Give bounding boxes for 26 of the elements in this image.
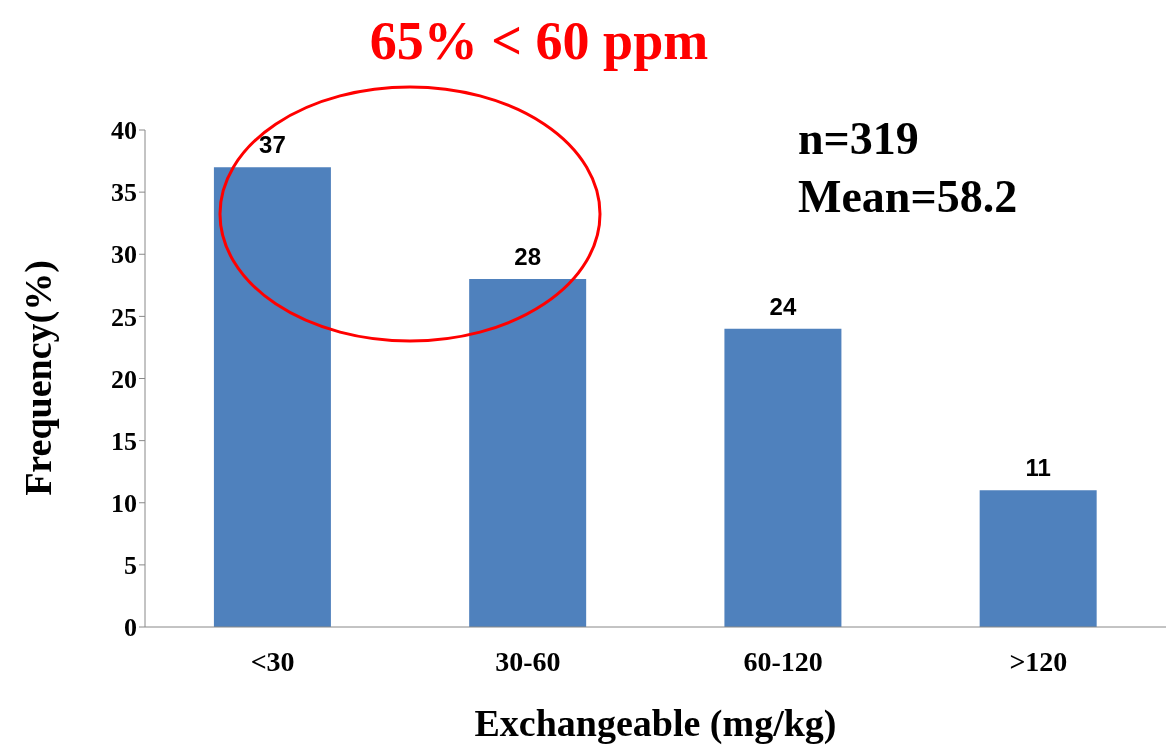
y-tick-label: 20 [111,364,137,394]
y-tick-label: 15 [111,426,137,456]
annotation: n=319 [798,112,920,166]
x-tick-label: >120 [1009,645,1068,677]
bar [724,328,842,627]
x-tick-label: <30 [250,645,295,677]
y-tick-label: 40 [111,116,137,146]
bar [213,167,331,627]
y-tick-label: 0 [124,613,137,643]
y-tick-label: 35 [111,178,137,208]
data-label: 24 [769,292,797,320]
annotation: Mean=58.2 [798,169,1018,224]
data-label: 37 [259,131,286,159]
bar [469,279,587,627]
y-tick-label: 10 [111,488,137,518]
y-tick-label: 30 [111,240,137,270]
data-label: 11 [1025,454,1051,482]
y-axis-title: Frequency(%) [17,260,59,496]
x-tick-label: 30-60 [495,645,561,677]
y-tick-label: 5 [124,551,137,581]
bar [979,490,1097,627]
x-tick-label: 60-120 [743,645,823,677]
data-label: 28 [514,243,542,271]
x-axis-title: Exchangeable (mg/kg) [473,702,838,744]
chart-title: 65% < 60 ppm [368,11,710,71]
y-tick-label: 25 [111,302,137,332]
